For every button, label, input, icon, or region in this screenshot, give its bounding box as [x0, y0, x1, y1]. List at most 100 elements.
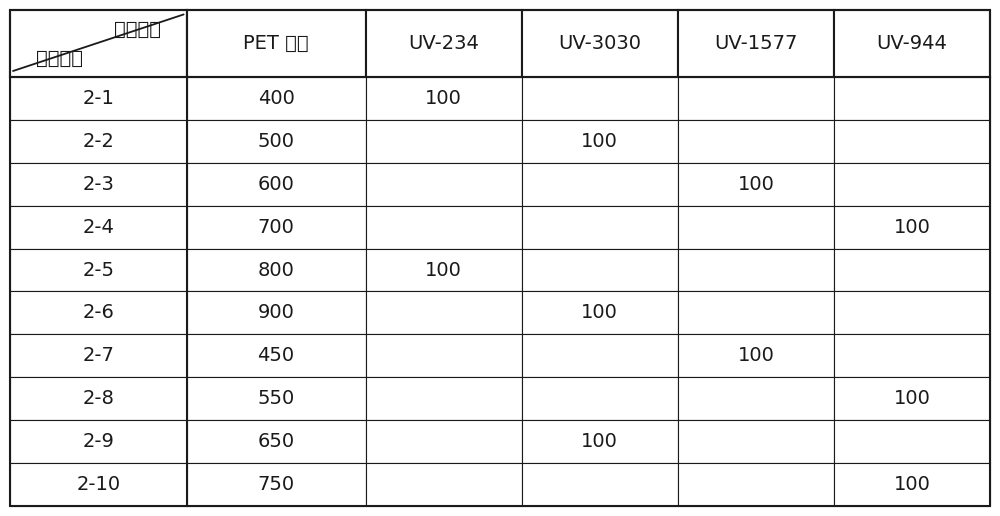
- Bar: [187, 377, 366, 420]
- Bar: [187, 10, 366, 77]
- Bar: [10, 463, 187, 506]
- Bar: [366, 120, 522, 163]
- Bar: [366, 10, 522, 77]
- Bar: [187, 77, 366, 120]
- Text: PET 聚酯: PET 聚酯: [243, 34, 309, 53]
- Bar: [678, 120, 834, 163]
- Bar: [834, 163, 990, 206]
- Bar: [10, 77, 187, 120]
- Text: 100: 100: [581, 132, 618, 151]
- Bar: [187, 292, 366, 334]
- Text: 2-1: 2-1: [82, 89, 114, 108]
- Bar: [678, 334, 834, 377]
- Bar: [834, 420, 990, 463]
- Text: 实施例号: 实施例号: [36, 49, 83, 68]
- Text: 2-3: 2-3: [82, 175, 114, 194]
- Bar: [10, 249, 187, 292]
- Bar: [366, 292, 522, 334]
- Text: 750: 750: [258, 475, 295, 494]
- Bar: [522, 463, 678, 506]
- Text: 550: 550: [257, 389, 295, 408]
- Bar: [522, 420, 678, 463]
- Bar: [834, 292, 990, 334]
- Text: 2-8: 2-8: [82, 389, 114, 408]
- Bar: [522, 163, 678, 206]
- Text: 100: 100: [894, 475, 930, 494]
- Bar: [678, 377, 834, 420]
- Bar: [834, 206, 990, 249]
- Bar: [10, 420, 187, 463]
- Text: 2-2: 2-2: [82, 132, 114, 151]
- Text: 100: 100: [425, 89, 462, 108]
- Text: 2-5: 2-5: [82, 261, 114, 280]
- Bar: [522, 292, 678, 334]
- Text: 100: 100: [581, 303, 618, 322]
- Bar: [834, 10, 990, 77]
- Bar: [522, 206, 678, 249]
- Bar: [187, 206, 366, 249]
- Bar: [678, 163, 834, 206]
- Bar: [834, 120, 990, 163]
- Text: UV-944: UV-944: [877, 34, 947, 53]
- Bar: [522, 77, 678, 120]
- Bar: [522, 249, 678, 292]
- Bar: [834, 249, 990, 292]
- Bar: [522, 377, 678, 420]
- Bar: [187, 163, 366, 206]
- Bar: [187, 249, 366, 292]
- Bar: [10, 120, 187, 163]
- Text: 450: 450: [258, 346, 295, 365]
- Text: 2-9: 2-9: [82, 432, 114, 451]
- Bar: [366, 206, 522, 249]
- Bar: [187, 463, 366, 506]
- Bar: [10, 292, 187, 334]
- Text: UV-234: UV-234: [408, 34, 479, 53]
- Bar: [366, 334, 522, 377]
- Bar: [678, 249, 834, 292]
- Bar: [834, 463, 990, 506]
- Text: 2-6: 2-6: [82, 303, 114, 322]
- Text: 100: 100: [737, 175, 774, 194]
- Bar: [10, 206, 187, 249]
- Bar: [522, 10, 678, 77]
- Bar: [366, 420, 522, 463]
- Bar: [522, 334, 678, 377]
- Bar: [366, 377, 522, 420]
- Text: 600: 600: [258, 175, 295, 194]
- Bar: [366, 463, 522, 506]
- Text: 材料名称: 材料名称: [114, 20, 161, 39]
- Text: 100: 100: [425, 261, 462, 280]
- Text: 800: 800: [258, 261, 295, 280]
- Text: 400: 400: [258, 89, 295, 108]
- Text: 100: 100: [894, 389, 930, 408]
- Bar: [834, 377, 990, 420]
- Text: 2-4: 2-4: [82, 218, 114, 237]
- Text: 2-10: 2-10: [76, 475, 120, 494]
- Text: UV-3030: UV-3030: [558, 34, 641, 53]
- Bar: [10, 163, 187, 206]
- Bar: [678, 77, 834, 120]
- Text: 700: 700: [258, 218, 295, 237]
- Bar: [834, 77, 990, 120]
- Bar: [366, 77, 522, 120]
- Bar: [366, 249, 522, 292]
- Text: 900: 900: [258, 303, 295, 322]
- Bar: [187, 120, 366, 163]
- Bar: [366, 163, 522, 206]
- Bar: [678, 292, 834, 334]
- Text: 100: 100: [894, 218, 930, 237]
- Bar: [834, 334, 990, 377]
- Bar: [678, 10, 834, 77]
- Bar: [678, 206, 834, 249]
- Text: 100: 100: [737, 346, 774, 365]
- Bar: [10, 334, 187, 377]
- Bar: [187, 334, 366, 377]
- Bar: [187, 420, 366, 463]
- Text: 2-7: 2-7: [82, 346, 114, 365]
- Bar: [678, 420, 834, 463]
- Bar: [10, 10, 187, 77]
- Text: 100: 100: [581, 432, 618, 451]
- Bar: [522, 120, 678, 163]
- Text: 500: 500: [258, 132, 295, 151]
- Bar: [10, 377, 187, 420]
